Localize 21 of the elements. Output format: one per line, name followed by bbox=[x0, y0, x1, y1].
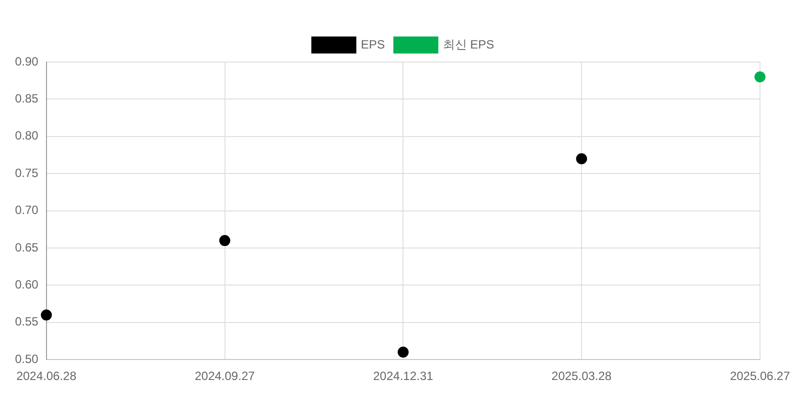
x-tick-label: 2024.09.27 bbox=[194, 369, 256, 384]
y-tick-label: 0.60 bbox=[14, 278, 39, 292]
x-tick-label: 2025.06.27 bbox=[730, 369, 790, 384]
legend-label: 최신 EPS bbox=[442, 37, 494, 52]
y-tick-label: 0.55 bbox=[14, 314, 39, 329]
point bbox=[219, 235, 230, 246]
x-tick-label: 2025.03.28 bbox=[552, 369, 612, 384]
y-tick-label: 0.80 bbox=[14, 128, 39, 143]
legend-label: EPS bbox=[360, 37, 385, 52]
y-tick-label: 0.75 bbox=[14, 166, 39, 180]
point bbox=[40, 309, 52, 320]
y-tick-label: 0.70 bbox=[14, 203, 39, 218]
y-tick-label: 0.50 bbox=[14, 352, 39, 366]
x-tick-label: 2024.06.28 bbox=[16, 369, 77, 384]
y-tick-label: 0.85 bbox=[14, 92, 39, 106]
point bbox=[576, 153, 588, 164]
y-tick-label: 0.65 bbox=[14, 240, 39, 254]
point bbox=[754, 71, 766, 82]
point bbox=[398, 346, 409, 358]
x-tick-label: 2024.12.31 bbox=[373, 369, 434, 384]
y-tick-label: 0.90 bbox=[14, 54, 39, 68]
